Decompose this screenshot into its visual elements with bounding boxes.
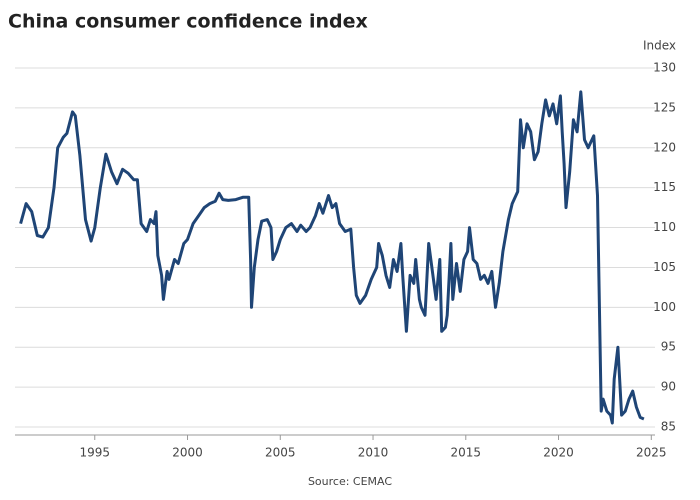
x-tick-label: 2005 (265, 446, 296, 460)
chart-title: China consumer confidence index (8, 11, 368, 33)
y-tick-label: 115 (653, 180, 676, 194)
line (19, 90, 645, 425)
source: Source: CEMAC (308, 475, 392, 488)
y-axis-label: Index (643, 39, 676, 53)
x-tick-label: 2015 (451, 446, 482, 460)
y-tick-label: 95 (661, 340, 676, 354)
x-tick-label: 2020 (543, 446, 574, 460)
y-tick-label: 130 (653, 60, 676, 74)
y-tick-label: 85 (661, 420, 676, 434)
y-tick-label: 110 (653, 220, 676, 234)
x-tick-label: 1995 (79, 446, 110, 460)
y-tick-label: 120 (653, 140, 676, 154)
x-tick-label: 2000 (172, 446, 203, 460)
x-tick-label: 2025 (636, 446, 667, 460)
y-tick-label: 100 (653, 300, 676, 314)
y-tick-label: 125 (653, 100, 676, 114)
y-tick-label: 90 (661, 380, 676, 394)
y-tick-label: 105 (653, 260, 676, 274)
x-tick-label: 2010 (358, 446, 389, 460)
